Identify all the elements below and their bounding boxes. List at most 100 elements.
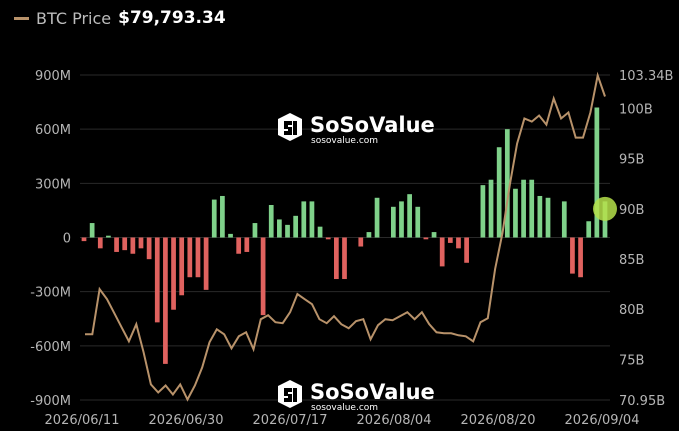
bar	[203, 237, 209, 290]
bar	[236, 237, 242, 254]
legend-label: BTC Price	[36, 8, 112, 28]
bar	[447, 237, 453, 243]
highlight-marker	[593, 196, 617, 221]
bar	[456, 237, 461, 249]
bar	[407, 194, 412, 238]
bar	[244, 237, 250, 252]
bar	[154, 237, 160, 323]
bar	[496, 147, 502, 238]
bar	[342, 237, 347, 280]
bar	[594, 107, 600, 238]
bar	[195, 237, 201, 278]
watermark-brand: SoSoValue	[310, 113, 435, 137]
left-tick-label: -300M	[30, 286, 71, 301]
right-tick-label: 80B	[619, 303, 644, 318]
bar-series	[81, 107, 608, 364]
bar	[390, 206, 396, 238]
legend-value: $79,793.34	[118, 8, 226, 28]
bar	[277, 219, 282, 238]
bar	[268, 205, 274, 238]
watermark-brand: SoSoValue	[310, 380, 435, 404]
right-tick-label: 70.95B	[619, 394, 665, 409]
right-tick-label: 75B	[619, 353, 644, 368]
x-tick-label: 2026/07/17	[253, 413, 328, 428]
left-tick-label: 300M	[35, 177, 71, 192]
bar	[260, 237, 266, 316]
right-tick-label: 90B	[619, 203, 644, 218]
left-tick-label: -900M	[30, 394, 71, 409]
right-tick-label: 85B	[619, 253, 644, 268]
btc-price-line	[85, 71, 606, 402]
watermark-url: sosovalue.com	[311, 403, 378, 413]
bar	[464, 237, 469, 263]
left-tick-label: -600M	[30, 340, 71, 355]
price-line-swatch	[14, 16, 29, 20]
bar	[423, 237, 429, 240]
bar	[163, 237, 168, 364]
bar	[561, 201, 567, 238]
bar	[488, 179, 494, 238]
bar	[504, 129, 510, 238]
x-tick-label: 2026/08/20	[461, 413, 536, 428]
bar	[578, 237, 583, 278]
bar	[220, 195, 225, 238]
right-tick-label: 95B	[619, 153, 644, 168]
x-axis-ticks: 2026/06/11 2026/06/30 2026/07/17 2026/08/04…	[45, 413, 640, 428]
bar	[81, 237, 87, 242]
bar	[480, 185, 486, 238]
x-tick-label: 2026/08/04	[357, 413, 432, 428]
bar	[431, 232, 437, 238]
watermark-top: SoSoValue sosovalue.com	[278, 113, 435, 146]
bar	[537, 195, 543, 238]
x-tick-label: 2026/09/04	[565, 413, 640, 428]
left-axis-ticks: 900M 600M 300M 0 -300M -600M -900M	[30, 69, 71, 409]
bar	[293, 215, 299, 238]
sosovalue-logo-icon	[278, 113, 302, 141]
bar	[374, 197, 380, 238]
bar	[171, 237, 176, 310]
bar	[179, 237, 185, 296]
bar	[545, 197, 551, 238]
bar	[333, 237, 339, 280]
right-tick-label: 100B	[619, 103, 653, 118]
bar	[513, 188, 518, 238]
right-tick-label: 103.34B	[619, 69, 673, 84]
bar	[317, 226, 323, 238]
bar	[130, 237, 136, 254]
bar	[586, 221, 592, 238]
bar	[521, 179, 526, 238]
left-tick-label: 600M	[35, 123, 71, 138]
sosovalue-logo-icon	[278, 380, 302, 408]
bar	[114, 237, 119, 252]
bar	[89, 223, 95, 238]
left-tick-label: 0	[63, 232, 71, 247]
x-tick-label: 2026/06/11	[45, 413, 120, 428]
bar	[211, 199, 217, 238]
bar	[570, 237, 575, 274]
bar	[366, 232, 372, 238]
highlight-dot	[593, 196, 617, 221]
bar	[529, 179, 535, 238]
bar	[252, 223, 258, 238]
bar	[97, 237, 103, 249]
bar	[187, 237, 193, 278]
bar	[106, 235, 111, 238]
bar	[146, 237, 152, 260]
bar	[301, 201, 307, 238]
right-axis-ticks: 103.34B 100B 95B 90B 85B 80B 75B 70.95B	[619, 69, 673, 409]
bar	[122, 237, 128, 251]
bar	[358, 237, 364, 247]
bar	[138, 237, 144, 249]
bar	[285, 224, 290, 238]
bar	[439, 237, 445, 267]
x-tick-label: 2026/06/30	[149, 413, 224, 428]
watermark-bottom: SoSoValue sosovalue.com	[278, 380, 435, 413]
left-tick-label: 900M	[35, 69, 71, 84]
bar	[399, 201, 404, 238]
watermark-url: sosovalue.com	[311, 136, 378, 146]
bar	[228, 233, 233, 238]
legend: BTC Price $79,793.34	[14, 5, 226, 31]
watermarks: SoSoValue sosovalue.com SoSoValue sosova…	[278, 113, 435, 413]
bar	[325, 237, 331, 240]
